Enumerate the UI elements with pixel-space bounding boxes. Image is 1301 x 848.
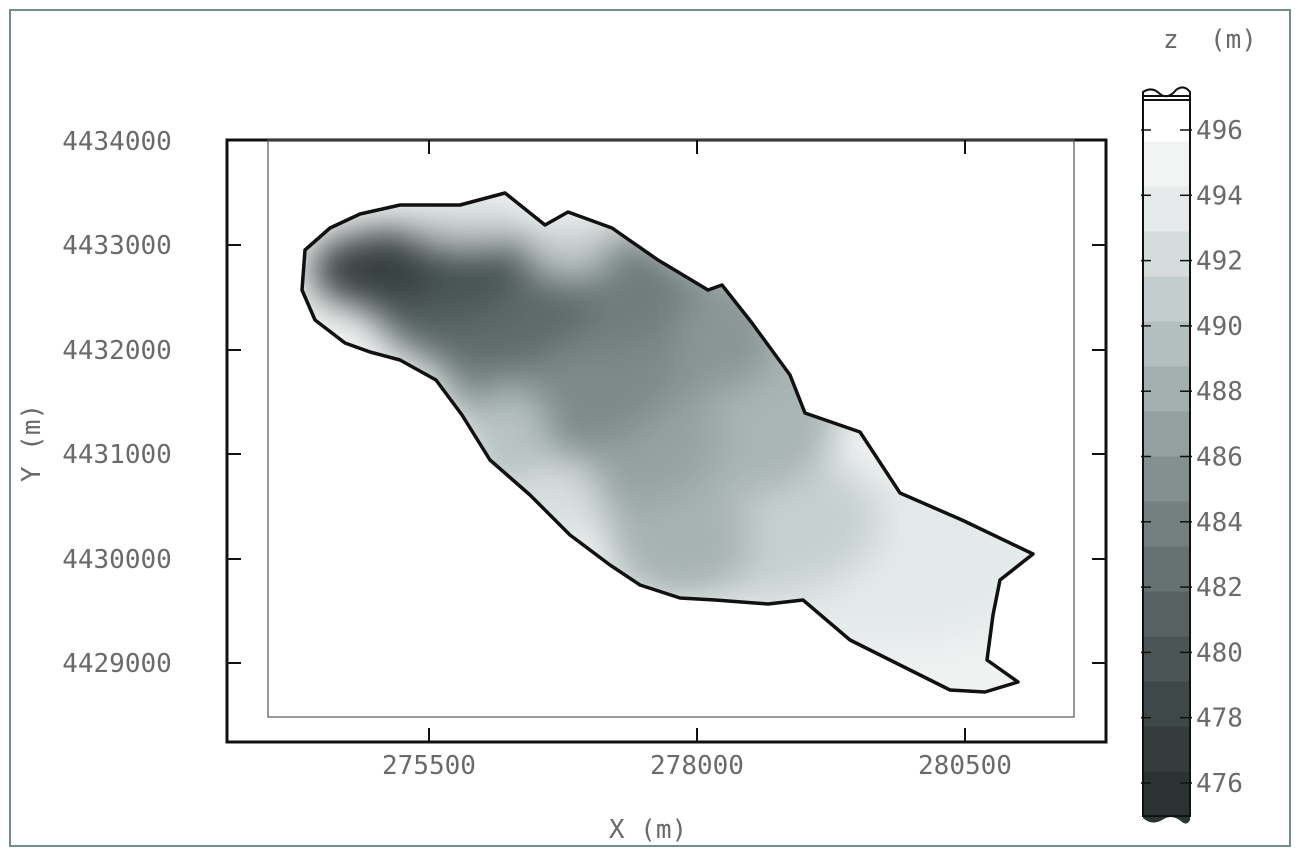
x-tick-label: 278000 (650, 751, 744, 781)
x-axis-title: X (m) (609, 815, 687, 845)
colorbar-top-cap (1142, 86, 1191, 101)
colorbar-tick-label: 496 (1196, 116, 1243, 146)
colorbar-tick-label: 482 (1196, 573, 1243, 603)
y-tick-label: 4434000 (62, 127, 172, 157)
basin-boundary (300, 191, 1035, 694)
y-tick-label: 4433000 (62, 231, 172, 261)
colorbar-tick-label: 488 (1196, 377, 1243, 407)
colorbar-band (1143, 726, 1190, 772)
colorbar-tick-label: 490 (1196, 312, 1243, 342)
colorbar-band (1143, 366, 1190, 412)
colorbar-tick-label: 476 (1196, 769, 1243, 799)
colorbar-band (1143, 546, 1190, 592)
colorbar-band (1143, 456, 1190, 502)
y-tick-label: 4429000 (62, 649, 172, 679)
colorbar-tick-label: 478 (1196, 704, 1243, 734)
y-tick-label: 4431000 (62, 440, 172, 470)
colorbar-tick-label: 486 (1196, 443, 1243, 473)
x-axis-ticks (428, 140, 966, 742)
x-tick-label: 275500 (382, 751, 476, 781)
y-axis-title: Y (m) (17, 404, 47, 482)
inner-grid-border (267, 139, 1075, 718)
y-tick-label: 4432000 (62, 336, 172, 366)
figure-frame (9, 9, 1291, 847)
y-tick-label: 4430000 (62, 545, 172, 575)
colorbar-band (1143, 96, 1190, 142)
colorbar-band (1143, 411, 1190, 457)
colorbar-bottom-cap (1143, 812, 1190, 824)
colorbar-tick-label: 492 (1196, 247, 1243, 277)
colorbar-band (1143, 231, 1190, 277)
colorbar-band (1143, 186, 1190, 232)
y-axis-ticks (227, 244, 1106, 664)
colorbar-ticks: 496 494 492 490 488 486 484 482 480 478 476 (1141, 116, 1243, 799)
colorbar-tick-label: 480 (1196, 638, 1243, 668)
colorbar-band (1143, 501, 1190, 547)
colorbar-band (1143, 681, 1190, 727)
colorbar-band (1143, 276, 1190, 322)
colorbar-bands (1143, 96, 1190, 817)
colorbar-tick-label: 484 (1196, 508, 1243, 538)
colorbar-band (1143, 771, 1190, 817)
colorbar-tick-label: 494 (1196, 181, 1243, 211)
x-tick-label: 280500 (918, 751, 1012, 781)
colorbar-title: z (m) (1163, 25, 1257, 55)
colorbar: 496 494 492 490 488 486 484 482 480 478 476 z (m) (1141, 25, 1257, 824)
colorbar-band (1143, 591, 1190, 637)
colorbar-band (1143, 636, 1190, 682)
colorbar-band (1143, 321, 1190, 367)
colorbar-band (1143, 141, 1190, 187)
